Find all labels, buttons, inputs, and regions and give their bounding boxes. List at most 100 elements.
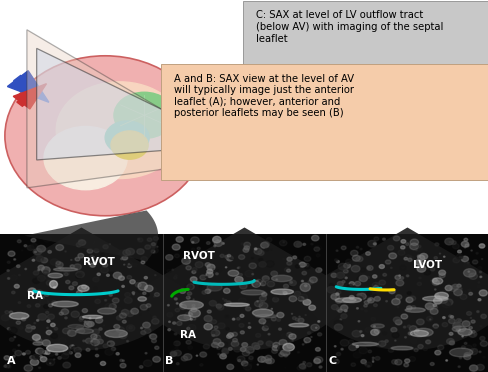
Circle shape [242,350,249,356]
Text: RVOT: RVOT [83,257,115,267]
Circle shape [129,326,132,329]
Circle shape [261,292,266,296]
FancyBboxPatch shape [0,0,488,238]
Circle shape [81,271,82,272]
Circle shape [38,265,44,270]
Circle shape [85,338,92,344]
Circle shape [251,280,260,287]
Circle shape [248,364,251,366]
Circle shape [25,350,30,354]
Circle shape [388,289,394,294]
Circle shape [144,328,151,333]
Circle shape [335,293,338,295]
Circle shape [348,282,354,286]
Circle shape [37,320,39,321]
Circle shape [124,297,132,304]
Circle shape [395,295,401,299]
Circle shape [33,248,42,255]
Circle shape [116,316,122,320]
Circle shape [457,250,460,253]
Circle shape [451,244,458,249]
Circle shape [59,267,61,268]
Circle shape [304,285,306,287]
Circle shape [209,321,211,323]
Polygon shape [24,211,158,261]
Circle shape [228,347,232,350]
Circle shape [272,297,278,302]
Circle shape [283,292,286,295]
Circle shape [49,363,51,364]
Circle shape [151,248,158,253]
Circle shape [392,236,399,241]
Circle shape [370,317,375,321]
Circle shape [127,264,131,267]
Circle shape [331,305,337,310]
Circle shape [432,304,436,307]
Circle shape [262,294,265,297]
Circle shape [432,324,438,328]
Circle shape [241,243,243,245]
Circle shape [387,246,393,250]
Circle shape [248,358,252,362]
Circle shape [365,328,370,332]
Circle shape [190,318,192,320]
Circle shape [341,280,345,283]
Circle shape [87,290,88,291]
Circle shape [172,244,180,250]
Circle shape [116,327,124,333]
Circle shape [46,347,53,353]
Ellipse shape [405,308,425,312]
Circle shape [439,297,447,303]
Circle shape [44,273,53,280]
Circle shape [366,267,369,269]
Ellipse shape [54,268,78,271]
Circle shape [42,340,50,346]
Circle shape [186,327,189,330]
Circle shape [7,261,10,263]
Circle shape [340,277,348,283]
Circle shape [107,272,114,278]
Circle shape [48,250,51,253]
Circle shape [336,352,340,356]
Circle shape [8,365,11,368]
Circle shape [447,318,454,324]
Circle shape [378,280,385,285]
Circle shape [238,255,244,259]
Circle shape [292,317,296,320]
Circle shape [304,264,306,265]
Circle shape [125,248,134,255]
Circle shape [264,355,271,360]
Ellipse shape [46,344,68,352]
Circle shape [119,250,126,256]
Circle shape [205,276,207,278]
Circle shape [297,297,301,300]
Circle shape [4,365,7,368]
Circle shape [72,346,78,351]
Circle shape [122,250,130,256]
Circle shape [129,280,135,284]
Circle shape [67,330,76,336]
Circle shape [222,349,228,354]
Circle shape [350,266,359,272]
Circle shape [125,261,132,266]
Circle shape [186,262,190,264]
Circle shape [371,357,373,359]
Circle shape [145,353,146,354]
Circle shape [351,330,360,337]
Circle shape [290,285,292,287]
Text: RA: RA [180,330,196,340]
Circle shape [464,345,471,351]
Circle shape [468,331,476,337]
Circle shape [455,330,457,331]
Circle shape [212,238,218,243]
Circle shape [394,340,395,341]
Circle shape [140,327,142,329]
Circle shape [356,308,358,309]
Circle shape [289,281,292,283]
Circle shape [16,321,20,324]
Circle shape [258,258,263,262]
Circle shape [434,295,439,298]
Circle shape [222,342,227,346]
Circle shape [437,295,444,301]
Circle shape [302,344,303,345]
